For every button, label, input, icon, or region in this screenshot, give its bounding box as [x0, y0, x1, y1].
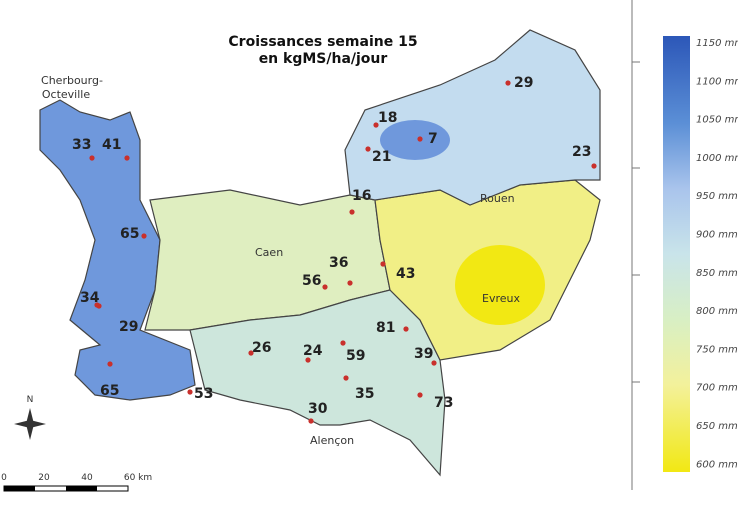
legend-label: 1100 mm	[696, 76, 738, 87]
site-dot	[124, 155, 130, 161]
site-dot	[349, 209, 355, 215]
site-dot	[365, 146, 371, 152]
site-dot	[373, 122, 379, 128]
growth-value: 7	[428, 131, 438, 147]
site-dot	[403, 326, 409, 332]
site-dot	[591, 163, 597, 169]
frame	[631, 0, 640, 490]
legend-label: 750 mm	[696, 344, 738, 355]
legend-label: 800 mm	[696, 306, 738, 317]
legend-label: 900 mm	[696, 230, 738, 241]
city: Alençon	[310, 434, 354, 447]
orne	[189, 289, 446, 477]
legend-label: 650 mm	[696, 421, 738, 432]
city: Caen	[255, 246, 283, 259]
scale-bar: 0 20 40 60 km	[1, 473, 152, 492]
site-dot	[343, 375, 349, 381]
city: Rouen	[480, 192, 515, 205]
growth-value: 39	[414, 346, 433, 362]
site-dot	[340, 340, 346, 346]
site-dot	[431, 360, 437, 366]
legend-label: 700 mm	[696, 383, 738, 394]
legend: 1150 mm 1100 mm 1050 mm 1000 mm 950 mm 900 mm…	[696, 38, 738, 470]
site-dot	[347, 280, 353, 286]
growth-value: 18	[378, 110, 397, 126]
title: Croissances semaine 15	[228, 34, 417, 50]
site-dot	[417, 136, 423, 142]
site-dot	[141, 233, 147, 239]
growth-value: 35	[355, 386, 374, 402]
growth-value: 29	[514, 75, 533, 91]
growth-value: 29	[119, 319, 138, 335]
seine-maritime	[344, 29, 601, 206]
site-dot	[96, 303, 102, 309]
city: Octeville	[42, 88, 90, 101]
blue-zone	[380, 120, 450, 160]
site-dot	[187, 389, 193, 395]
regions	[39, 29, 601, 477]
legend-label: 850 mm	[696, 268, 738, 279]
scale-seg	[4, 486, 35, 491]
site-dot	[89, 155, 95, 161]
legend-label: 1050 mm	[696, 115, 738, 126]
values: 33 41 65 34 29 65 18 7 21 29 23 16 36 43 56 81 26 24 59 39 3…	[72, 75, 597, 424]
growth-value: 41	[102, 137, 121, 153]
growth-value: 30	[308, 401, 328, 417]
growth-value: 53	[194, 386, 213, 402]
growth-value: 81	[376, 320, 395, 336]
growth-value: 26	[252, 340, 271, 356]
legend-label: 950 mm	[696, 191, 738, 202]
site-dot	[305, 357, 311, 363]
growth-value: 56	[302, 273, 321, 289]
growth-value: 21	[372, 149, 391, 165]
site-dot	[248, 350, 254, 356]
growth-value: 34	[80, 290, 100, 306]
scale-label: 0	[1, 473, 7, 483]
subtitle: en kgMS/ha/jour	[259, 51, 388, 67]
growth-value: 24	[303, 343, 323, 359]
site-dot	[417, 392, 423, 398]
cities: Cherbourg- Octeville Caen Rouen Evreux A…	[41, 74, 520, 447]
compass: N	[14, 395, 46, 440]
yellow-zone	[455, 245, 545, 325]
site-dot	[380, 261, 386, 267]
site-dot	[308, 418, 314, 424]
growth-value: 65	[100, 383, 119, 399]
growth-value: 36	[329, 255, 348, 271]
growth-value: 73	[434, 395, 453, 411]
growth-value: 23	[572, 144, 591, 160]
growth-value: 65	[120, 226, 139, 242]
color-bar	[663, 36, 690, 472]
city: Evreux	[482, 292, 520, 305]
scale-label: 20	[38, 473, 50, 483]
compass-n: N	[27, 395, 34, 405]
growth-value: 59	[346, 348, 365, 364]
city: Cherbourg-	[41, 74, 103, 87]
growth-value: 16	[352, 188, 371, 204]
site-dot	[322, 284, 328, 290]
legend-label: 1000 mm	[696, 153, 738, 164]
scale-label: 60 km	[124, 473, 152, 483]
compass-rose	[14, 408, 46, 440]
growth-value: 43	[396, 266, 415, 282]
growth-value: 33	[72, 137, 91, 153]
site-dot	[505, 80, 511, 86]
site-dot	[107, 361, 113, 367]
legend-label: 1150 mm	[696, 38, 738, 49]
scale-seg	[66, 486, 97, 491]
legend-label: 600 mm	[696, 459, 738, 470]
scale-label: 40	[81, 473, 93, 483]
manche	[39, 99, 196, 401]
